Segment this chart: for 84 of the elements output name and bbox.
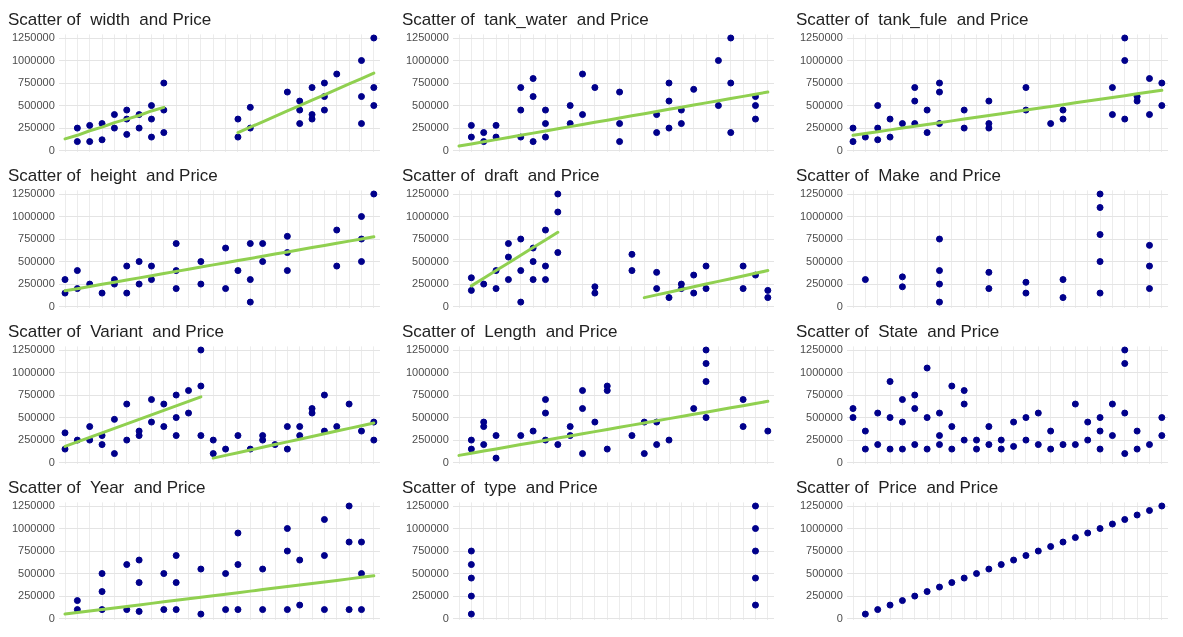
chart-title: Scatter of type and Price — [402, 477, 598, 497]
y-tick-label: 250000 — [412, 589, 449, 602]
y-tick-label: 0 — [442, 299, 449, 312]
y-tick-label: 750000 — [806, 544, 843, 557]
y-tick-label: 0 — [836, 299, 843, 312]
y-tick-label: 1250000 — [12, 187, 55, 200]
y-tick-label: 750000 — [18, 76, 55, 89]
y-tick-label: 250000 — [412, 433, 449, 446]
y-tick-label: 250000 — [18, 121, 55, 134]
y-tick-label: 1000000 — [406, 365, 449, 378]
y-tick-label: 750000 — [806, 76, 843, 89]
y-tick-label: 500000 — [18, 410, 55, 423]
y-tick-label: 1000000 — [800, 209, 843, 222]
y-tick-label: 0 — [836, 611, 843, 624]
y-tick-label: 0 — [442, 455, 449, 468]
y-tick-label: 250000 — [18, 277, 55, 290]
y-tick-label: 0 — [48, 299, 55, 312]
y-tick-label: 250000 — [18, 589, 55, 602]
y-tick-label: 1250000 — [406, 187, 449, 200]
y-tick-label: 250000 — [806, 121, 843, 134]
y-tick-label: 500000 — [806, 254, 843, 267]
y-tick-label: 750000 — [412, 388, 449, 401]
y-tick-label: 1250000 — [800, 31, 843, 44]
y-tick-label: 750000 — [412, 232, 449, 245]
y-tick-label: 750000 — [412, 544, 449, 557]
chart-title: Scatter of Length and Price — [402, 321, 618, 341]
y-tick-label: 500000 — [18, 98, 55, 111]
y-tick-label: 1000000 — [12, 209, 55, 222]
y-tick-label: 250000 — [806, 277, 843, 290]
chart-title: Scatter of tank_fule and Price — [796, 9, 1029, 29]
y-tick-label: 1250000 — [800, 499, 843, 512]
y-tick-label: 1250000 — [800, 187, 843, 200]
y-tick-label: 1000000 — [12, 53, 55, 66]
y-tick-label: 500000 — [412, 98, 449, 111]
y-tick-label: 1000000 — [800, 53, 843, 66]
y-tick-label: 1000000 — [12, 365, 55, 378]
y-tick-label: 1250000 — [406, 31, 449, 44]
y-tick-label: 750000 — [806, 388, 843, 401]
y-tick-label: 750000 — [18, 232, 55, 245]
y-tick-label: 0 — [836, 455, 843, 468]
y-tick-label: 1000000 — [406, 209, 449, 222]
y-tick-label: 1250000 — [12, 31, 55, 44]
y-tick-label: 750000 — [18, 388, 55, 401]
y-tick-label: 500000 — [412, 410, 449, 423]
y-tick-label: 250000 — [806, 433, 843, 446]
y-tick-label: 0 — [442, 143, 449, 156]
y-tick-label: 1000000 — [12, 521, 55, 534]
y-tick-label: 1000000 — [406, 53, 449, 66]
y-tick-label: 750000 — [806, 232, 843, 245]
y-tick-label: 500000 — [18, 254, 55, 267]
y-tick-label: 1000000 — [406, 521, 449, 534]
y-tick-label: 0 — [48, 143, 55, 156]
chart-title: Scatter of Make and Price — [796, 165, 1002, 185]
y-tick-label: 750000 — [412, 76, 449, 89]
chart-title: Scatter of draft and Price — [402, 165, 600, 185]
chart-title: Scatter of Price and Price — [796, 477, 999, 497]
y-tick-label: 0 — [48, 611, 55, 624]
y-tick-label: 500000 — [18, 566, 55, 579]
y-tick-label: 0 — [48, 455, 55, 468]
chart-title: Scatter of Variant and Price — [8, 321, 225, 341]
y-tick-label: 500000 — [806, 98, 843, 111]
chart-title: Scatter of State and Price — [796, 321, 1000, 341]
y-tick-label: 750000 — [18, 544, 55, 557]
y-tick-label: 0 — [836, 143, 843, 156]
chart-title: Scatter of height and Price — [8, 165, 218, 185]
chart-title: Scatter of Year and Price — [8, 477, 206, 497]
y-tick-label: 1250000 — [406, 499, 449, 512]
y-tick-label: 500000 — [806, 566, 843, 579]
y-tick-label: 1000000 — [800, 365, 843, 378]
y-tick-label: 500000 — [806, 410, 843, 423]
y-tick-label: 1000000 — [800, 521, 843, 534]
y-tick-label: 1250000 — [12, 499, 55, 512]
y-tick-label: 1250000 — [406, 343, 449, 356]
y-tick-label: 500000 — [412, 566, 449, 579]
chart-title: Scatter of tank_water and Price — [402, 9, 649, 29]
y-tick-label: 250000 — [412, 121, 449, 134]
y-tick-label: 1250000 — [800, 343, 843, 356]
y-tick-label: 0 — [442, 611, 449, 624]
y-tick-label: 500000 — [412, 254, 449, 267]
y-tick-label: 1250000 — [12, 343, 55, 356]
chart-title: Scatter of width and Price — [8, 9, 212, 29]
y-tick-label: 250000 — [18, 433, 55, 446]
y-tick-label: 250000 — [806, 589, 843, 602]
y-tick-label: 250000 — [412, 277, 449, 290]
